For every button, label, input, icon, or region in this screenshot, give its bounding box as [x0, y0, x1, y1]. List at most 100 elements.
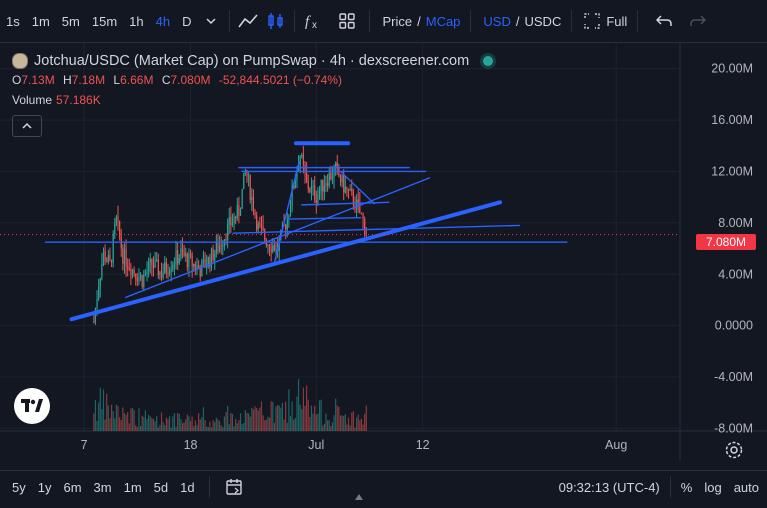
- price-chart[interactable]: 20.00M 16.00M 12.00M 8.00M 4.00M 0.0000 -4.00M…: [0, 43, 767, 461]
- range-1d[interactable]: 1d: [180, 479, 195, 495]
- tradingview-logo[interactable]: [14, 388, 50, 424]
- mcap-label[interactable]: MCap: [425, 13, 461, 29]
- percent-toggle[interactable]: %: [680, 479, 693, 495]
- volume-bar: [259, 407, 261, 431]
- undo-button[interactable]: [650, 0, 678, 42]
- volume-bar: [323, 423, 325, 431]
- candle-body: [206, 265, 208, 268]
- volume-bar: [109, 418, 111, 431]
- volume-bar: [244, 409, 246, 431]
- indicator-button[interactable]: [234, 0, 262, 42]
- candle-body: [143, 275, 145, 287]
- volume-bar: [209, 421, 211, 431]
- candle-body: [333, 167, 335, 178]
- trendline-drawing: [339, 170, 376, 205]
- candle-body: [201, 260, 203, 277]
- volume-bar: [257, 410, 259, 431]
- range-6m[interactable]: 6m: [63, 479, 82, 495]
- auto-toggle[interactable]: auto: [733, 479, 759, 495]
- volume-value: 57.186K: [56, 93, 101, 107]
- volume-bar: [262, 415, 264, 431]
- goto-date-button[interactable]: [220, 466, 248, 508]
- candle-body: [170, 269, 172, 272]
- volume-bar: [212, 419, 214, 431]
- usd-label[interactable]: USD: [483, 13, 511, 29]
- interval-4h[interactable]: 4h: [155, 13, 171, 29]
- candle-body: [359, 203, 361, 214]
- layout-button[interactable]: [333, 0, 361, 42]
- range-1y[interactable]: 1y: [37, 479, 52, 495]
- candle-body: [119, 220, 121, 237]
- volume-bar: [304, 405, 306, 431]
- candle-body: [209, 256, 211, 267]
- volume-bar: [354, 427, 356, 431]
- candle-body: [149, 259, 151, 263]
- volume-bar: [317, 413, 319, 431]
- volume-bar: [310, 405, 313, 431]
- currency-toggle[interactable]: USD / USDC: [475, 0, 567, 42]
- range-3m[interactable]: 3m: [93, 479, 112, 495]
- interval-5m[interactable]: 5m: [61, 13, 80, 29]
- volume-bar: [149, 416, 151, 431]
- range-5d[interactable]: 5d: [153, 479, 169, 495]
- candle-body: [193, 264, 195, 267]
- price-mcap-toggle[interactable]: Price / MCap: [374, 0, 466, 42]
- interval-dropdown[interactable]: [197, 0, 225, 42]
- price-label[interactable]: Price: [382, 13, 413, 29]
- volume-bar: [133, 410, 135, 431]
- layout-grid-icon: [339, 13, 356, 29]
- volume-bar: [123, 413, 126, 431]
- trendline-drawing: [69, 200, 503, 322]
- interval-1s[interactable]: 1s: [6, 13, 20, 29]
- gear-icon[interactable]: [724, 440, 744, 460]
- volume-bar: [112, 411, 114, 431]
- candle-body: [231, 222, 234, 226]
- candle-body: [228, 217, 230, 224]
- toolbar-divider: [294, 10, 296, 32]
- candle-body: [294, 180, 296, 189]
- chart-resize-handle[interactable]: [355, 494, 363, 500]
- volume-bar: [177, 413, 179, 431]
- toolbar-divider: [470, 10, 472, 32]
- log-toggle[interactable]: log: [704, 479, 722, 495]
- range-1m[interactable]: 1m: [123, 479, 142, 495]
- volume-bar: [164, 425, 166, 431]
- clock-timezone[interactable]: 09:32:13 (UTC-4): [558, 479, 660, 495]
- interval-1m[interactable]: 1m: [31, 13, 50, 29]
- chart-type-button[interactable]: [262, 0, 290, 42]
- volume-bar: [277, 405, 279, 431]
- candle-body: [152, 265, 155, 268]
- candle-body: [159, 271, 161, 276]
- low-label: L: [113, 73, 121, 87]
- redo-button[interactable]: [684, 0, 712, 42]
- candle-body: [328, 173, 330, 186]
- fullscreen-button[interactable]: Full: [576, 0, 633, 42]
- range-5y[interactable]: 5y: [12, 479, 26, 495]
- interval-15m[interactable]: 15m: [91, 13, 118, 29]
- full-label: Full: [606, 13, 628, 29]
- usdc-label[interactable]: USDC: [524, 13, 562, 29]
- volume-bar: [362, 424, 364, 431]
- candle-body: [167, 272, 169, 275]
- legend-collapse-button[interactable]: [12, 115, 42, 137]
- candle-body: [315, 199, 317, 204]
- candle-body: [297, 166, 300, 171]
- chart-legend: Jotchua/USDC (Market Cap) on PumpSwap · …: [12, 52, 494, 109]
- volume-bar: [230, 412, 232, 431]
- candle-body: [260, 224, 263, 227]
- candle-body: [135, 273, 137, 279]
- interval-1h[interactable]: 1h: [129, 13, 144, 29]
- candle-body: [207, 256, 209, 266]
- candle-body: [96, 299, 98, 309]
- candle-body: [364, 219, 366, 236]
- volume-bar: [130, 408, 132, 431]
- redo-icon: [690, 15, 707, 26]
- volume-bar: [201, 417, 203, 431]
- candle-body: [172, 265, 174, 270]
- candle-body: [127, 266, 129, 269]
- interval-d[interactable]: D: [182, 13, 192, 29]
- volume-bar: [272, 401, 274, 431]
